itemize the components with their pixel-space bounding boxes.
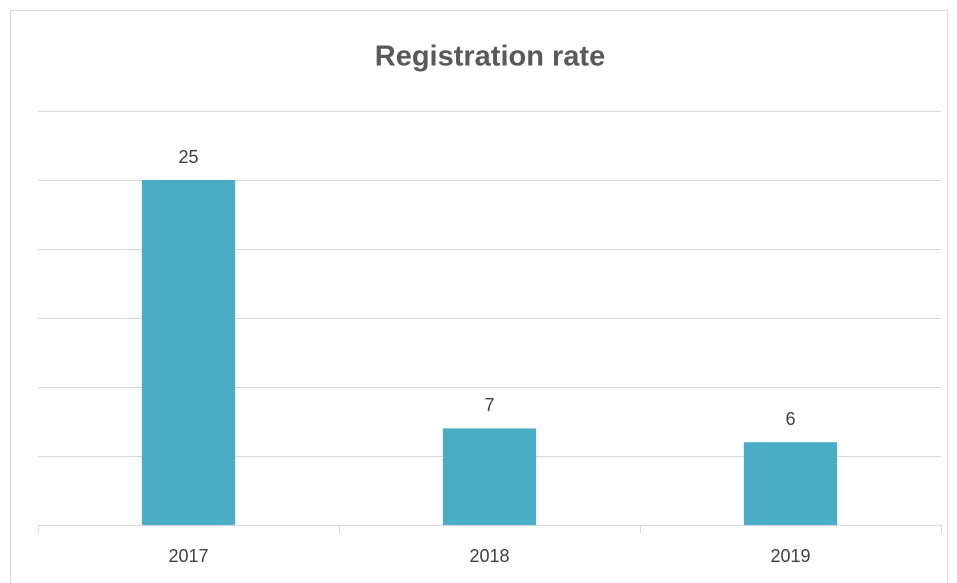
data-label: 7: [484, 395, 494, 415]
x-tick-label: 2017: [168, 546, 208, 566]
data-label: 6: [785, 409, 795, 429]
x-tick-label: 2019: [770, 546, 810, 566]
bar: [743, 442, 838, 525]
x-tick-label: 2018: [469, 546, 509, 566]
bar: [442, 428, 537, 525]
chart-title: Registration rate: [375, 41, 605, 73]
data-label: 25: [178, 147, 198, 167]
bar: [141, 180, 236, 525]
